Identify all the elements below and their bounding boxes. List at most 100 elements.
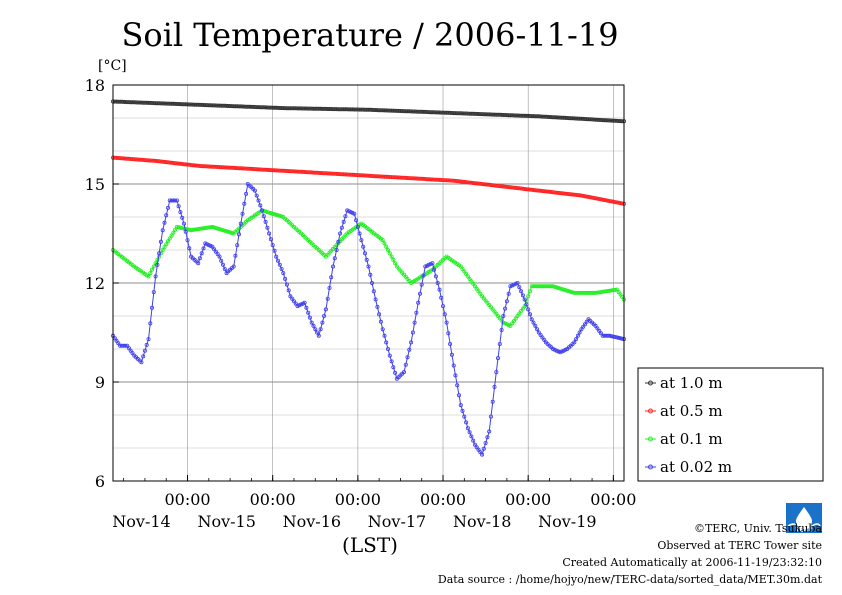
data-point <box>488 414 493 419</box>
x-axis-label: (LST) <box>342 533 398 557</box>
data-point <box>355 224 360 229</box>
data-point <box>297 169 302 174</box>
data-point <box>371 174 376 179</box>
data-point <box>272 212 277 217</box>
data-point <box>192 102 197 107</box>
data-point <box>176 225 181 230</box>
data-point <box>258 203 263 208</box>
data-point <box>343 107 348 112</box>
data-point <box>467 430 472 435</box>
data-point <box>259 208 264 213</box>
data-point <box>327 285 332 290</box>
data-point <box>244 191 249 196</box>
source-text: Data source : /home/hojyo/new/TERC-data/… <box>438 573 823 586</box>
data-point <box>316 333 321 338</box>
data-point <box>339 225 344 230</box>
data-point <box>219 103 224 108</box>
data-point <box>474 445 479 450</box>
logo-text: TERC <box>795 527 813 534</box>
chart-title: Soil Temperature / 2006-11-19 <box>121 16 618 54</box>
data-point <box>607 118 612 123</box>
data-point <box>371 108 376 113</box>
wave-icon <box>787 523 821 529</box>
data-point <box>586 117 591 122</box>
legend-swatch-marker <box>648 464 653 470</box>
data-point <box>304 305 309 310</box>
data-point <box>247 166 252 171</box>
data-point <box>228 104 233 109</box>
data-point <box>322 106 327 111</box>
data-point <box>536 114 541 119</box>
x-tick-date-label: Nov-17 <box>368 512 426 531</box>
data-point <box>575 333 580 338</box>
data-point <box>593 323 598 328</box>
data-point <box>616 200 621 205</box>
data-point <box>618 336 623 341</box>
y-tick-label: 9 <box>95 373 105 392</box>
data-point <box>359 173 364 178</box>
data-point <box>352 172 357 177</box>
data-point <box>387 353 392 358</box>
data-point <box>385 346 390 351</box>
data-point <box>219 165 224 170</box>
x-tick-time-label: 00:00 <box>250 490 296 509</box>
data-point <box>323 106 328 111</box>
site-text: Observed at TERC Tower site <box>657 539 822 552</box>
data-point <box>384 340 389 345</box>
x-tick-date-label: Nov-14 <box>112 512 170 531</box>
x-axis: 00:00 Nov-14 00:00 Nov-15 00:00 Nov-16 00:00 No… <box>112 475 636 531</box>
data-point <box>583 194 588 199</box>
data-point <box>217 254 222 259</box>
data-point <box>490 399 495 404</box>
data-point <box>510 185 515 190</box>
data-point <box>322 313 327 318</box>
data-point <box>464 420 469 425</box>
data-point <box>551 190 556 195</box>
data-point <box>114 99 119 104</box>
data-point <box>142 100 147 105</box>
data-point <box>581 193 586 198</box>
data-point <box>563 115 568 120</box>
data-point <box>405 175 410 180</box>
data-point <box>495 356 500 361</box>
data-point <box>130 351 135 356</box>
data-point <box>503 113 508 118</box>
data-point <box>121 156 126 161</box>
data-point <box>433 274 438 279</box>
data-point <box>180 215 185 220</box>
data-point <box>476 181 481 186</box>
data-point <box>456 393 461 398</box>
data-point <box>524 187 529 192</box>
data-point <box>426 110 431 115</box>
data-point <box>515 313 520 318</box>
data-point <box>385 174 390 179</box>
data-point <box>474 286 479 291</box>
data-point <box>212 225 217 230</box>
data-point <box>492 384 497 389</box>
y-tick-label: 6 <box>95 472 105 491</box>
data-point <box>455 179 460 184</box>
data-point <box>121 99 126 104</box>
data-point <box>526 307 531 312</box>
data-point <box>478 450 483 455</box>
data-point <box>139 360 144 365</box>
data-point <box>268 211 273 216</box>
data-point <box>148 321 153 326</box>
data-point <box>524 302 529 307</box>
data-point <box>558 115 563 120</box>
data-point <box>165 205 170 210</box>
data-point <box>190 227 195 232</box>
data-point <box>261 167 266 172</box>
data-point <box>543 189 548 194</box>
data-point <box>446 331 451 336</box>
data-point <box>274 212 279 217</box>
data-point <box>467 111 472 116</box>
data-point <box>228 165 233 170</box>
plot-series <box>111 99 627 457</box>
data-point <box>247 104 252 109</box>
data-point <box>535 327 540 332</box>
data-point <box>595 196 600 201</box>
data-point <box>178 161 183 166</box>
data-point <box>338 231 343 236</box>
data-point <box>529 317 534 322</box>
